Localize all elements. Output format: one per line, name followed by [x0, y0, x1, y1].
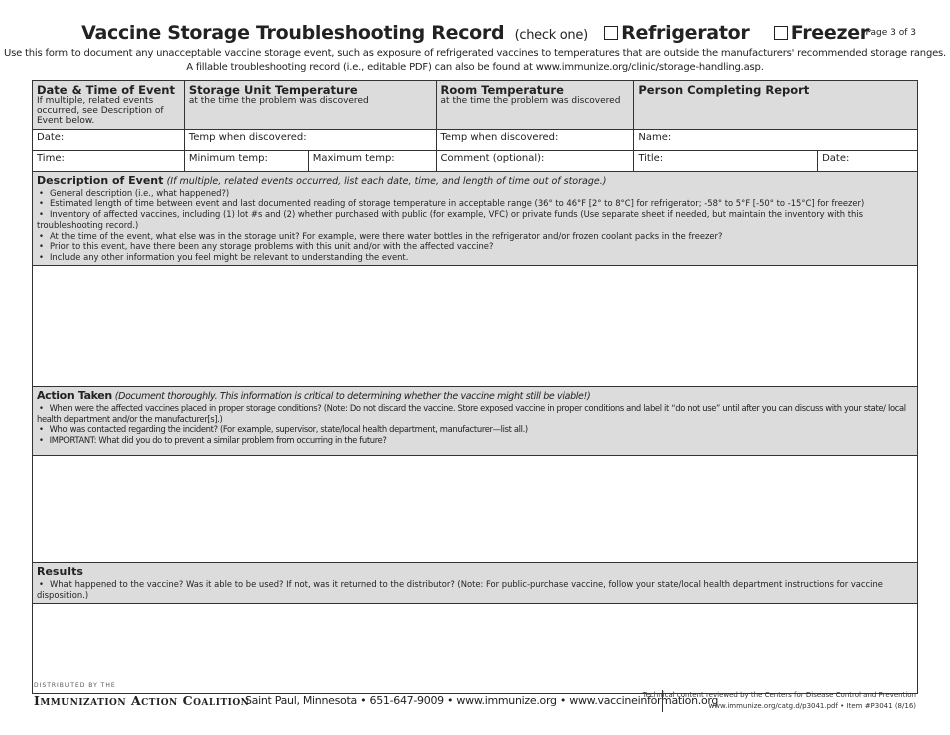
max-temp-field[interactable]: Maximum temp:	[307, 149, 437, 172]
description-input[interactable]	[32, 264, 918, 387]
title-field[interactable]: Title:	[633, 149, 819, 172]
comment-field[interactable]: Comment (optional):	[435, 149, 635, 172]
results-input[interactable]	[32, 602, 918, 694]
intro-line-2: A fillable troubleshooting record (i.e.,…	[186, 62, 764, 73]
refrigerator-label: Refrigerator	[621, 22, 750, 44]
distributed-by: DISTRIBUTED BY THE	[34, 682, 116, 689]
description-section: Description of Event (If multiple, relat…	[32, 170, 918, 266]
min-temp-field[interactable]: Minimum temp:	[183, 149, 309, 172]
troubleshooting-table: Date & Time of Event If multiple, related…	[32, 80, 918, 694]
header-person: Person Completing Report	[633, 80, 918, 130]
action-section: Action Taken (Document thoroughly. This …	[32, 385, 918, 456]
review-note: Technical content reviewed by the Center…	[642, 691, 916, 699]
footer-address: Saint Paul, Minnesota • 651-647-9009 • w…	[245, 694, 719, 707]
footer-right: Technical content reviewed by the Center…	[643, 690, 916, 712]
name-field[interactable]: Name:	[633, 128, 918, 151]
header-storage-temp: Storage Unit Temperature at the time the …	[183, 80, 437, 130]
results-section: Results What happened to the vaccine? Wa…	[32, 561, 918, 604]
header-date-time: Date & Time of Event If multiple, related…	[32, 80, 185, 130]
header-room-temp: Room Temperature at the time the problem …	[435, 80, 635, 130]
action-input[interactable]	[32, 454, 918, 563]
date-field[interactable]: Date:	[32, 128, 185, 151]
time-field[interactable]: Time:	[32, 149, 185, 172]
freezer-checkbox[interactable]	[773, 26, 788, 40]
page-number: Page 3 of 3	[865, 28, 917, 38]
refrigerator-checkbox[interactable]	[604, 26, 619, 40]
check-one-label: (check one)	[514, 28, 589, 43]
title-text: Vaccine Storage Troubleshooting Record	[81, 22, 505, 44]
freezer-label: Freezer	[790, 22, 869, 44]
page-title: Vaccine Storage Troubleshooting Record (…	[0, 22, 950, 44]
intro-line-1: Use this form to document any unacceptab…	[3, 48, 947, 59]
room-temp-discovered-field[interactable]: Temp when discovered:	[435, 128, 635, 151]
footer-divider	[662, 690, 663, 712]
report-date-field[interactable]: Date:	[817, 149, 918, 172]
unit-temp-discovered-field[interactable]: Temp when discovered:	[183, 128, 437, 151]
iac-logo: Immunization Action Coalition	[34, 693, 250, 708]
item-number: www.immunize.org/catg.d/p3041.pdf • Item…	[708, 702, 916, 711]
